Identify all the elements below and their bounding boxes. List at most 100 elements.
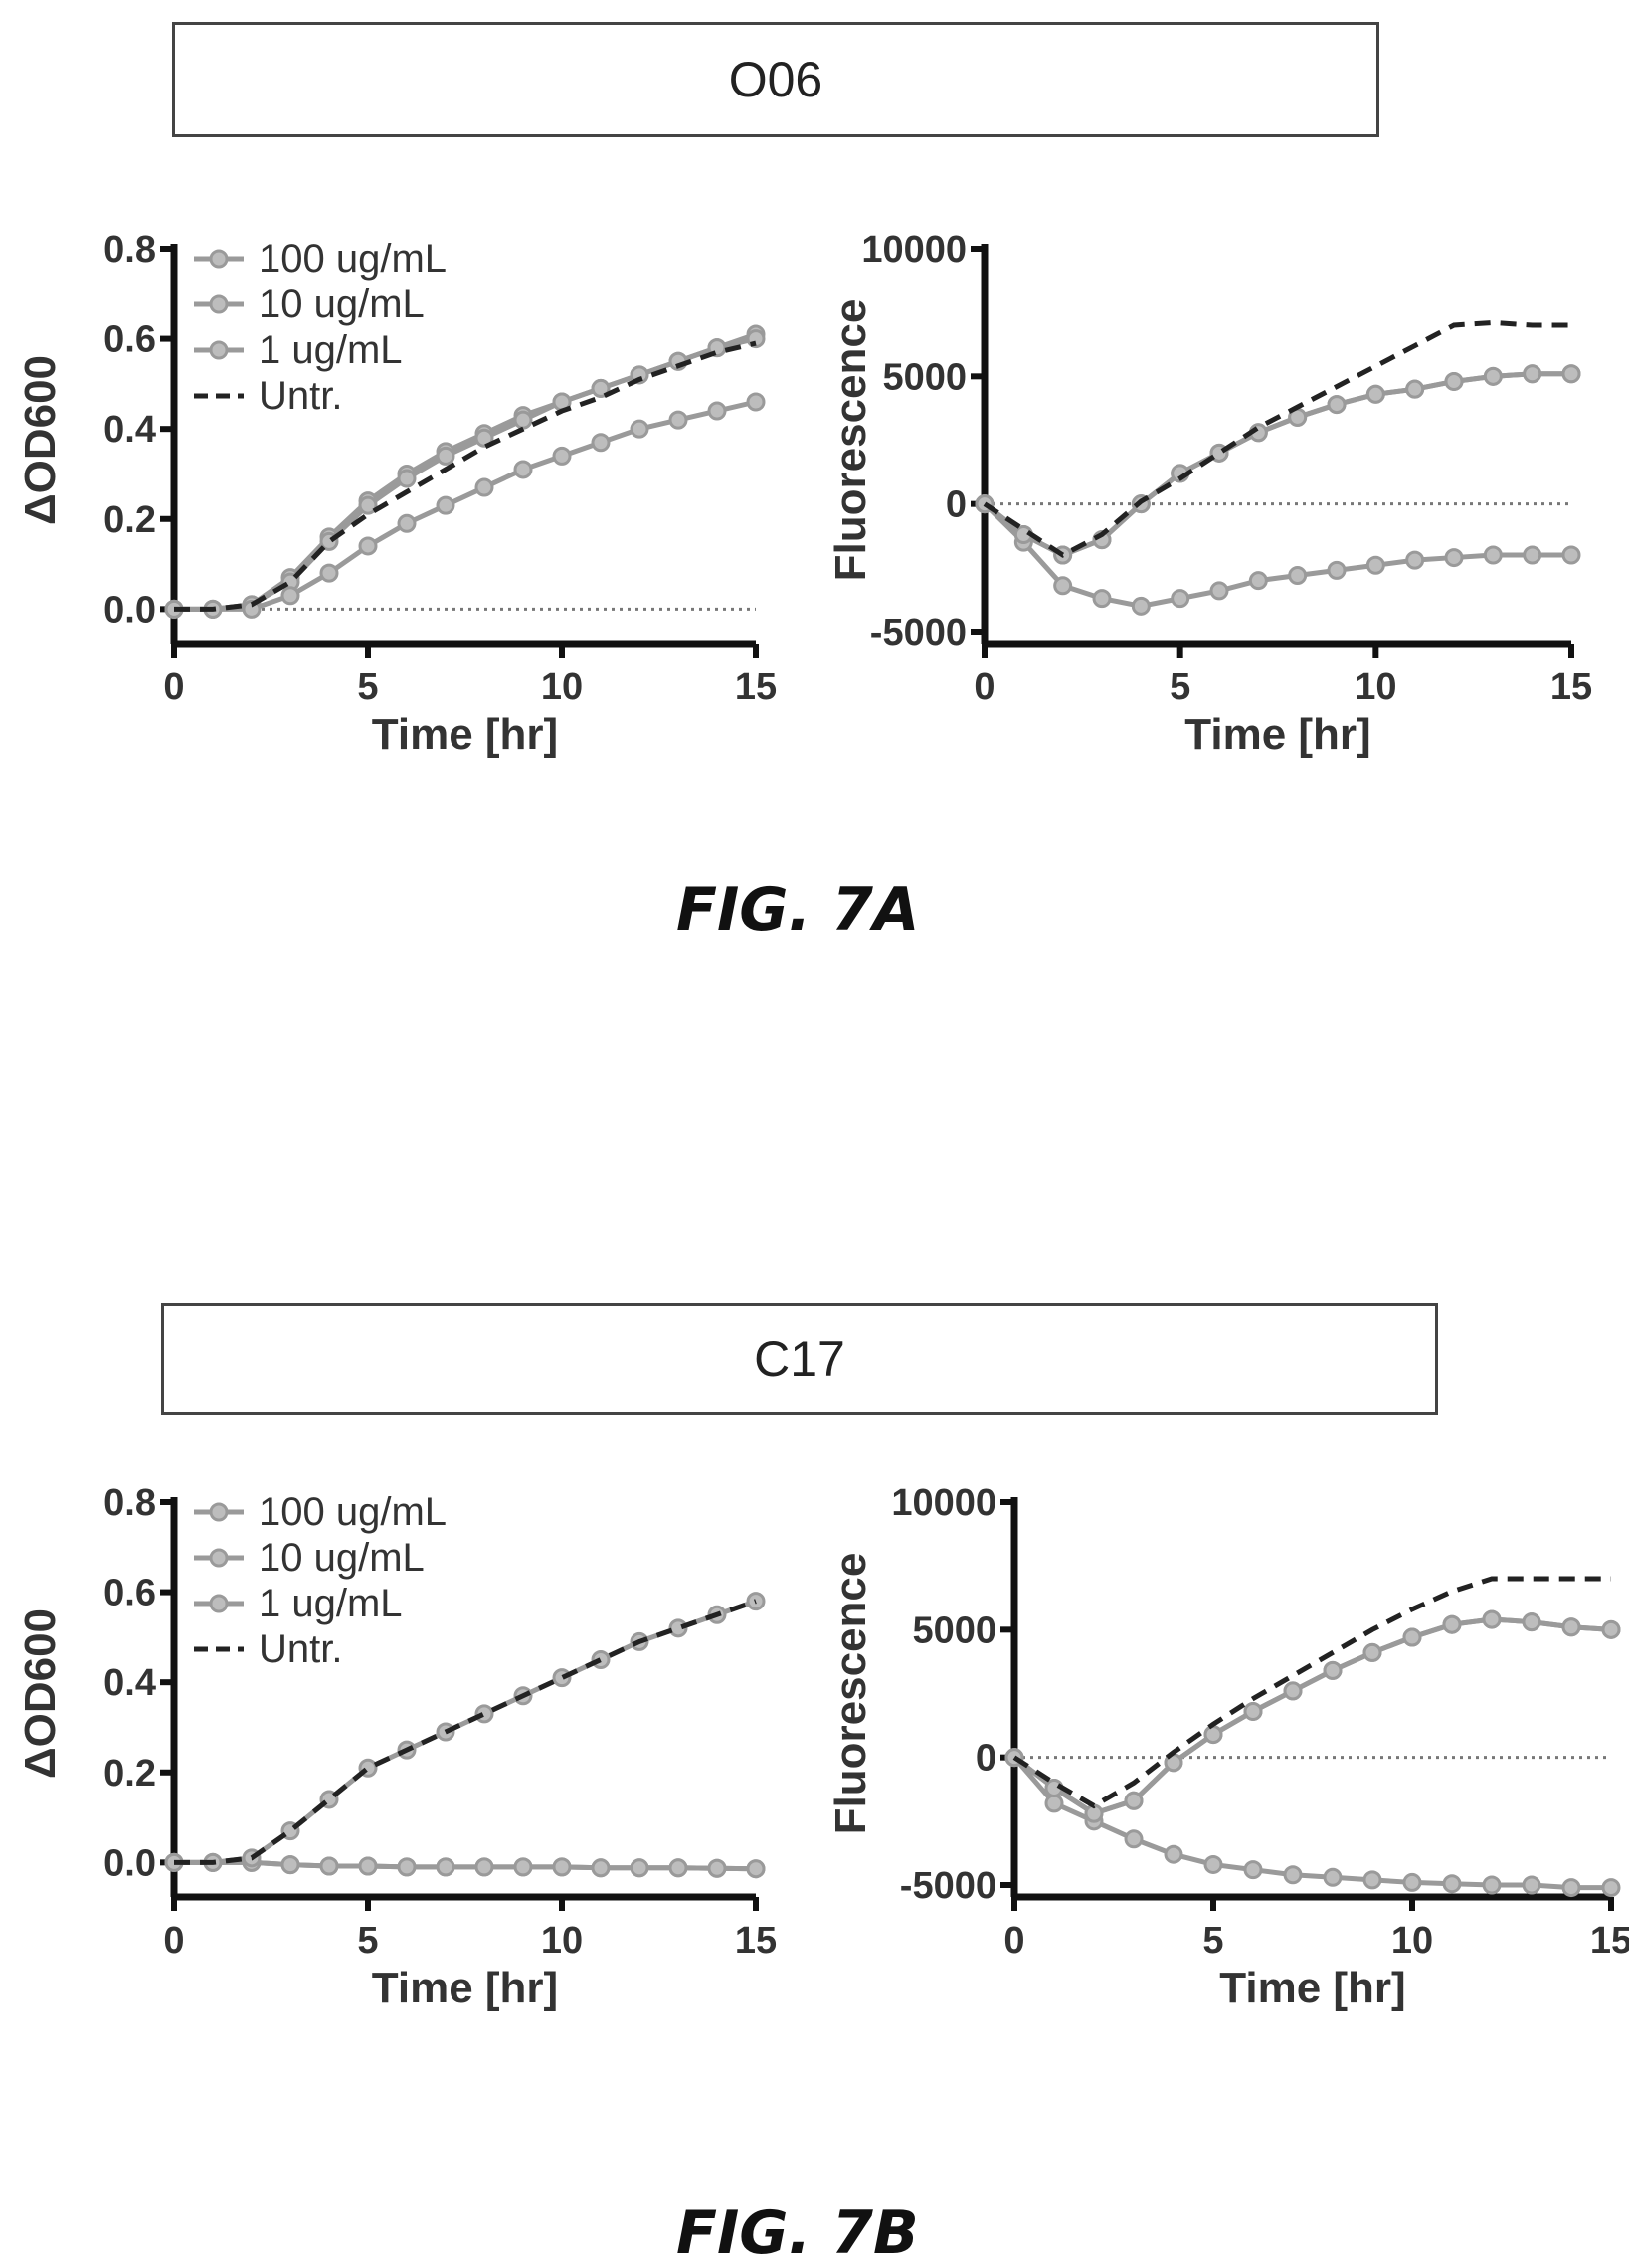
data-point <box>1444 548 1464 568</box>
y-tick-label: 0.6 <box>103 1573 156 1614</box>
x-tick-label: 5 <box>357 1920 378 1962</box>
data-point <box>358 536 378 556</box>
x-tick-label: 0 <box>163 666 184 708</box>
x-tick-label: 15 <box>735 1920 777 1962</box>
data-point <box>1362 1642 1382 1662</box>
x-tick-label: 10 <box>541 1920 583 1962</box>
y-tick-label: 0.4 <box>103 1662 156 1704</box>
x-tick-label: 0 <box>1003 1920 1024 1962</box>
x-tick-label: 0 <box>974 666 995 708</box>
data-point <box>436 1857 455 1877</box>
data-point <box>1561 1617 1581 1637</box>
series-line <box>174 399 757 612</box>
data-point <box>746 392 766 412</box>
data-point <box>1561 364 1581 384</box>
data-point <box>1405 379 1425 399</box>
y-tick-label: -5000 <box>900 1865 996 1907</box>
legend-label: Untr. <box>259 1627 342 1671</box>
data-point <box>1288 566 1308 586</box>
legend-swatch-marker <box>209 1594 229 1613</box>
data-point <box>668 1858 688 1878</box>
data-point <box>319 563 339 583</box>
legend-label: 10 ug/mL <box>259 283 425 326</box>
y-tick-label: 10000 <box>861 229 967 271</box>
data-point <box>513 1857 533 1877</box>
x-tick-label: 5 <box>357 666 378 708</box>
data-point <box>1171 589 1190 609</box>
data-point <box>1523 364 1542 384</box>
legend-label: 1 ug/mL <box>259 1582 403 1625</box>
y-tick-label: 0.2 <box>103 499 156 541</box>
data-point <box>1323 1867 1343 1887</box>
data-point <box>1402 1627 1422 1647</box>
data-point <box>746 1859 766 1879</box>
data-point <box>707 1858 727 1878</box>
data-point <box>1092 589 1112 609</box>
y-tick-label: 0.0 <box>103 589 156 631</box>
series-line <box>174 1859 757 1872</box>
y-tick-label: -5000 <box>870 612 967 654</box>
data-point <box>1442 1874 1462 1894</box>
data-point <box>1522 1875 1541 1895</box>
x-tick-label: 5 <box>1170 666 1190 708</box>
data-point <box>1444 371 1464 391</box>
data-point <box>1243 1860 1263 1880</box>
data-point <box>1327 395 1347 415</box>
panel-label-box-a: O06 <box>172 22 1379 137</box>
data-point <box>1053 576 1073 596</box>
panel-label-a: O06 <box>728 52 823 107</box>
x-axis-title: Time [hr] <box>1219 1964 1405 2012</box>
data-point <box>1164 1844 1183 1864</box>
data-point <box>397 469 417 488</box>
legend-swatch-marker <box>209 1548 229 1568</box>
data-point <box>474 428 494 448</box>
data-point <box>358 1856 378 1876</box>
x-tick-label: 15 <box>1550 666 1592 708</box>
data-point <box>591 433 611 453</box>
data-point <box>1243 1701 1263 1721</box>
data-point <box>1405 550 1425 570</box>
data-point <box>1522 1612 1541 1632</box>
data-point <box>1402 1872 1422 1892</box>
data-point <box>1248 571 1268 591</box>
x-axis-title: Time [hr] <box>1184 710 1370 759</box>
data-point <box>552 1857 572 1877</box>
legend-swatch-marker <box>209 1502 229 1522</box>
data-point <box>319 1856 339 1876</box>
data-point <box>1365 384 1385 404</box>
data-point <box>1203 1854 1223 1874</box>
x-axis-title: Time [hr] <box>372 710 558 759</box>
data-point <box>1483 545 1503 565</box>
data-point <box>630 419 649 439</box>
series-line <box>1012 1616 1612 1816</box>
data-point <box>436 495 455 515</box>
series-line-untreated <box>174 1599 757 1865</box>
y-tick-label: 0.6 <box>103 319 156 361</box>
series-line-untreated <box>1012 1576 1611 1809</box>
x-tick-label: 0 <box>163 1920 184 1962</box>
series-line-untreated <box>174 340 757 612</box>
data-point <box>280 586 300 606</box>
x-tick-label: 15 <box>1590 1920 1629 1962</box>
x-tick-label: 15 <box>735 666 777 708</box>
x-tick-label: 10 <box>541 666 583 708</box>
data-point <box>1327 560 1347 580</box>
legend-swatch-marker <box>209 340 229 360</box>
data-point <box>1323 1660 1343 1680</box>
y-tick-label: 0.8 <box>103 1482 156 1524</box>
data-point <box>591 1858 611 1878</box>
data-point <box>1203 1725 1223 1745</box>
data-point <box>1561 545 1581 565</box>
data-point <box>1561 1878 1581 1898</box>
data-point <box>1482 1609 1502 1629</box>
data-point <box>513 460 533 479</box>
series-line <box>983 371 1571 558</box>
data-point <box>358 495 378 515</box>
y-tick-label: 0.8 <box>103 229 156 271</box>
y-tick-label: 0 <box>976 1738 996 1780</box>
y-tick-label: 5000 <box>882 356 967 398</box>
data-point <box>513 410 533 430</box>
data-point <box>591 378 611 398</box>
figure-caption-7a: FIG. 7A <box>676 875 920 945</box>
